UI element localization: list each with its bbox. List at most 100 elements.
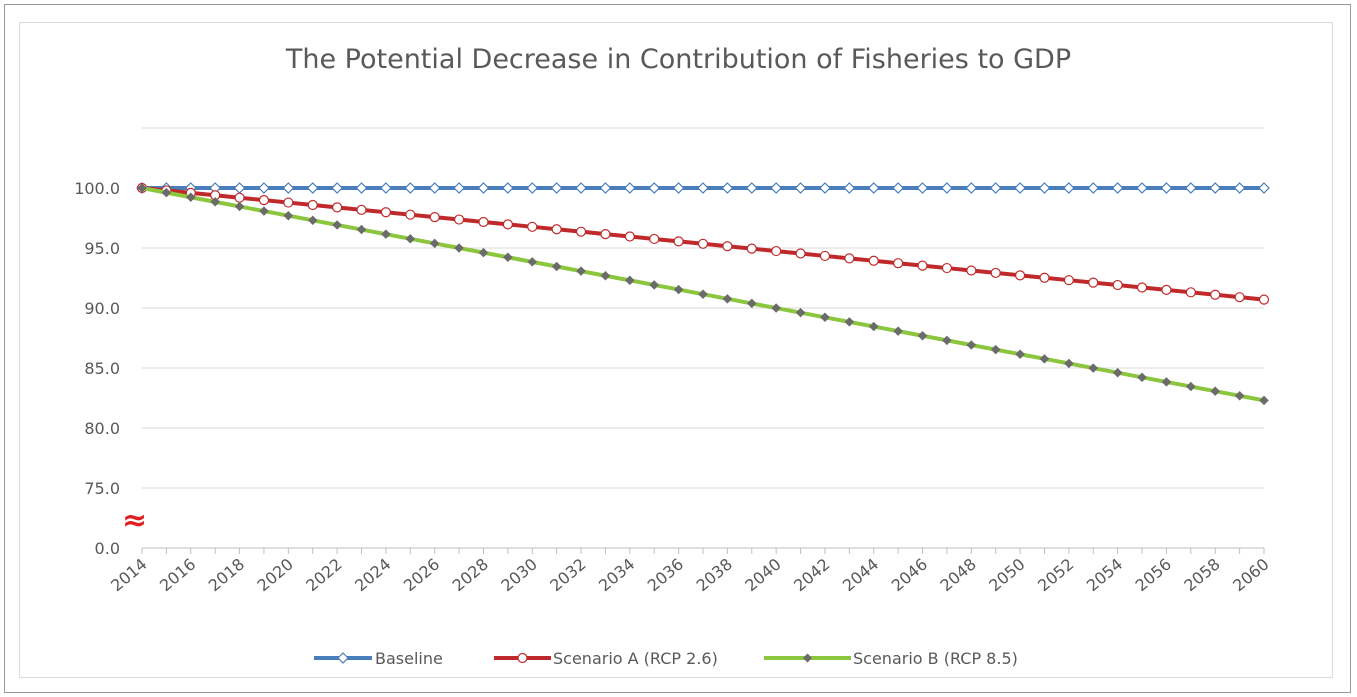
data-point bbox=[1112, 367, 1123, 378]
data-point bbox=[404, 182, 417, 194]
data-point bbox=[283, 197, 294, 208]
legend-item: Scenario A (RCP 2.6) bbox=[494, 649, 718, 668]
data-point bbox=[1039, 353, 1050, 364]
data-point bbox=[893, 258, 904, 269]
data-point bbox=[624, 231, 635, 242]
data-point bbox=[770, 182, 783, 194]
series-1 bbox=[136, 182, 1270, 305]
data-point bbox=[380, 207, 392, 218]
data-point bbox=[1088, 277, 1099, 288]
chart-title: The Potential Decrease in Contribution o… bbox=[285, 44, 1072, 75]
data-point bbox=[1258, 294, 1270, 305]
data-point bbox=[233, 182, 246, 194]
data-point bbox=[137, 183, 147, 193]
data-point bbox=[283, 210, 294, 221]
data-point bbox=[478, 247, 489, 258]
data-point bbox=[526, 182, 539, 194]
data-point bbox=[722, 293, 733, 304]
data-point bbox=[1210, 386, 1221, 397]
data-point bbox=[1014, 270, 1026, 281]
data-point bbox=[307, 215, 318, 226]
data-point bbox=[868, 255, 879, 266]
data-point bbox=[332, 220, 342, 230]
data-point bbox=[1210, 289, 1221, 300]
x-axis-ticks: 2014 2016 2018 2020 2022 2024 2026 2028 2030 2032… bbox=[107, 555, 1272, 596]
data-point bbox=[916, 182, 929, 194]
data-point bbox=[722, 241, 733, 252]
data-point bbox=[745, 182, 758, 194]
data-point bbox=[307, 199, 318, 211]
data-point bbox=[1039, 272, 1050, 283]
legend-marker bbox=[517, 652, 528, 664]
data-point bbox=[721, 182, 734, 194]
data-point bbox=[1088, 363, 1099, 373]
data-point bbox=[1015, 349, 1025, 360]
x-tick-label: 2052 bbox=[1034, 555, 1077, 596]
data-point bbox=[1234, 390, 1245, 401]
data-point bbox=[454, 243, 464, 253]
data-point bbox=[771, 303, 782, 313]
data-point bbox=[527, 257, 538, 267]
data-point bbox=[917, 260, 928, 271]
data-point bbox=[819, 182, 831, 194]
y-tick-label: 85.0 bbox=[84, 359, 120, 378]
data-point bbox=[624, 275, 635, 286]
y-tick-label: 80.0 bbox=[84, 419, 120, 438]
data-point bbox=[1038, 182, 1051, 194]
data-point bbox=[1064, 358, 1074, 369]
data-point bbox=[989, 182, 1002, 194]
x-tick-label: 2060 bbox=[1229, 555, 1272, 596]
x-tick-label: 2020 bbox=[254, 555, 297, 596]
data-point bbox=[843, 182, 856, 194]
data-point bbox=[844, 253, 855, 264]
data-point bbox=[1063, 182, 1075, 194]
x-tick-label: 2024 bbox=[351, 555, 394, 596]
data-point bbox=[1258, 182, 1270, 194]
data-point bbox=[575, 226, 587, 237]
data-point bbox=[966, 265, 977, 276]
data-point bbox=[794, 182, 807, 194]
data-point bbox=[1136, 182, 1148, 194]
data-point bbox=[429, 212, 440, 223]
y-tick-label: 100.0 bbox=[74, 179, 120, 198]
data-point bbox=[453, 182, 465, 194]
data-point bbox=[941, 182, 953, 194]
data-point bbox=[1063, 275, 1074, 286]
data-point bbox=[649, 233, 660, 245]
data-point bbox=[917, 330, 928, 341]
data-point bbox=[550, 182, 563, 194]
x-tick-label: 2022 bbox=[302, 555, 345, 596]
x-tick-label: 2030 bbox=[497, 555, 540, 596]
data-point bbox=[600, 228, 611, 240]
data-point bbox=[673, 236, 684, 247]
data-point bbox=[600, 270, 611, 281]
data-point bbox=[405, 209, 416, 220]
data-point bbox=[1184, 182, 1197, 194]
data-point bbox=[1234, 292, 1245, 303]
data-point bbox=[868, 321, 879, 332]
y-axis-ticks: 0.0 75.0 80.0 85.0 90.0 95.0 100.0 ≈ bbox=[74, 179, 147, 558]
data-point bbox=[258, 195, 270, 206]
data-point bbox=[1161, 284, 1172, 295]
data-point bbox=[795, 307, 806, 318]
data-point bbox=[697, 182, 709, 194]
x-tick-label: 2046 bbox=[888, 555, 931, 596]
x-axis bbox=[141, 547, 1265, 554]
data-point bbox=[599, 182, 612, 194]
data-point bbox=[649, 280, 660, 290]
data-point bbox=[746, 298, 757, 309]
data-point bbox=[161, 187, 172, 198]
data-point bbox=[234, 192, 245, 203]
data-point bbox=[1014, 182, 1026, 194]
data-point bbox=[965, 182, 978, 194]
data-point bbox=[527, 221, 538, 232]
chart-area bbox=[19, 22, 1333, 678]
data-point bbox=[502, 182, 514, 194]
data-point bbox=[282, 182, 295, 194]
x-tick-label: 2036 bbox=[644, 555, 687, 596]
data-point bbox=[648, 182, 661, 194]
data-point bbox=[795, 248, 806, 259]
data-point bbox=[551, 261, 562, 272]
data-point bbox=[381, 229, 391, 240]
x-tick-label: 2044 bbox=[839, 555, 882, 596]
